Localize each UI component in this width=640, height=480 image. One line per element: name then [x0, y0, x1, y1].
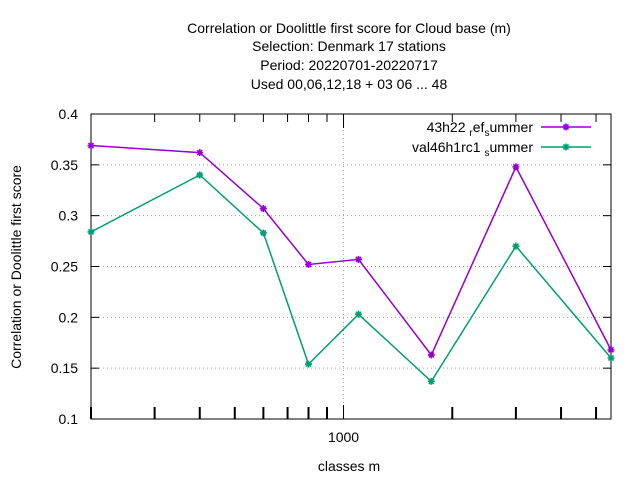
y-tick-label: 0.15 [51, 360, 78, 376]
title-line-1: Correlation or Doolittle first score for… [187, 20, 511, 36]
title-line-4: Used 00,06,12,18 + 03 06 ... 48 [251, 76, 448, 92]
title-line-2: Selection: Denmark 17 stations [252, 38, 446, 54]
data-point [354, 255, 362, 263]
series-2 [87, 171, 615, 385]
data-point [259, 205, 267, 213]
data-point [354, 310, 362, 318]
data-point [512, 242, 520, 250]
data-point [196, 171, 204, 179]
data-point [512, 163, 520, 171]
x-tick-label: 1000 [328, 429, 359, 445]
legend-label-part: s [484, 128, 489, 139]
y-tick-label: 0.3 [59, 208, 79, 224]
legend-label-part: 43h22 [427, 119, 470, 135]
legend-label: val46h1rc1 summer [412, 139, 533, 159]
data-point [305, 360, 313, 368]
y-axis-label: Correlation or Doolittle first score [8, 165, 24, 369]
legend-marker [562, 143, 570, 151]
y-tick-label: 0.35 [51, 157, 78, 173]
data-point [427, 351, 435, 359]
legend-label-part: val46h1rc1 [412, 139, 484, 155]
legend-marker [562, 123, 570, 131]
data-point [87, 228, 95, 236]
data-point [259, 229, 267, 237]
data-point [87, 142, 95, 150]
y-tick-label: 0.1 [59, 411, 79, 427]
series-line [90, 174, 612, 383]
chart-title: Correlation or Doolittle first score for… [187, 20, 511, 92]
series-1 [87, 142, 615, 359]
legend-label-part: ummer [489, 119, 533, 135]
legend-label-part: ummer [489, 139, 533, 155]
data-point [607, 346, 615, 354]
y-tick-label: 0.2 [59, 309, 79, 325]
series-line [90, 144, 612, 357]
data-point [607, 354, 615, 362]
y-tick-label: 0.25 [51, 259, 78, 275]
data-point [305, 260, 313, 268]
y-tick-label: 0.4 [59, 106, 79, 122]
legend-label-part: ef [473, 119, 485, 135]
x-axis-label: classes m [318, 458, 380, 474]
title-line-3: Period: 20220701-20220717 [260, 57, 438, 73]
data-point [427, 377, 435, 385]
legend-label: 43h22 refsummer [427, 119, 534, 139]
axis-ticks: 0.1 0.15 0.2 0.25 0.3 0.35 0.4 1000 [51, 106, 611, 445]
grid [91, 114, 611, 419]
legend-label-part: r [469, 128, 473, 139]
series-layer [87, 142, 615, 385]
data-point [196, 149, 204, 157]
plot-frame [90, 113, 612, 420]
legend-label-part: s [484, 148, 489, 159]
